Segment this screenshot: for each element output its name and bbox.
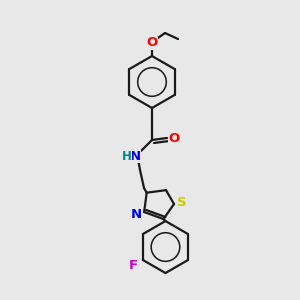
Text: O: O: [168, 133, 180, 146]
Text: N: N: [129, 149, 141, 163]
Text: H: H: [122, 149, 132, 163]
Text: F: F: [129, 259, 138, 272]
Text: S: S: [177, 196, 187, 209]
Text: N: N: [130, 208, 142, 220]
Text: O: O: [146, 37, 158, 50]
